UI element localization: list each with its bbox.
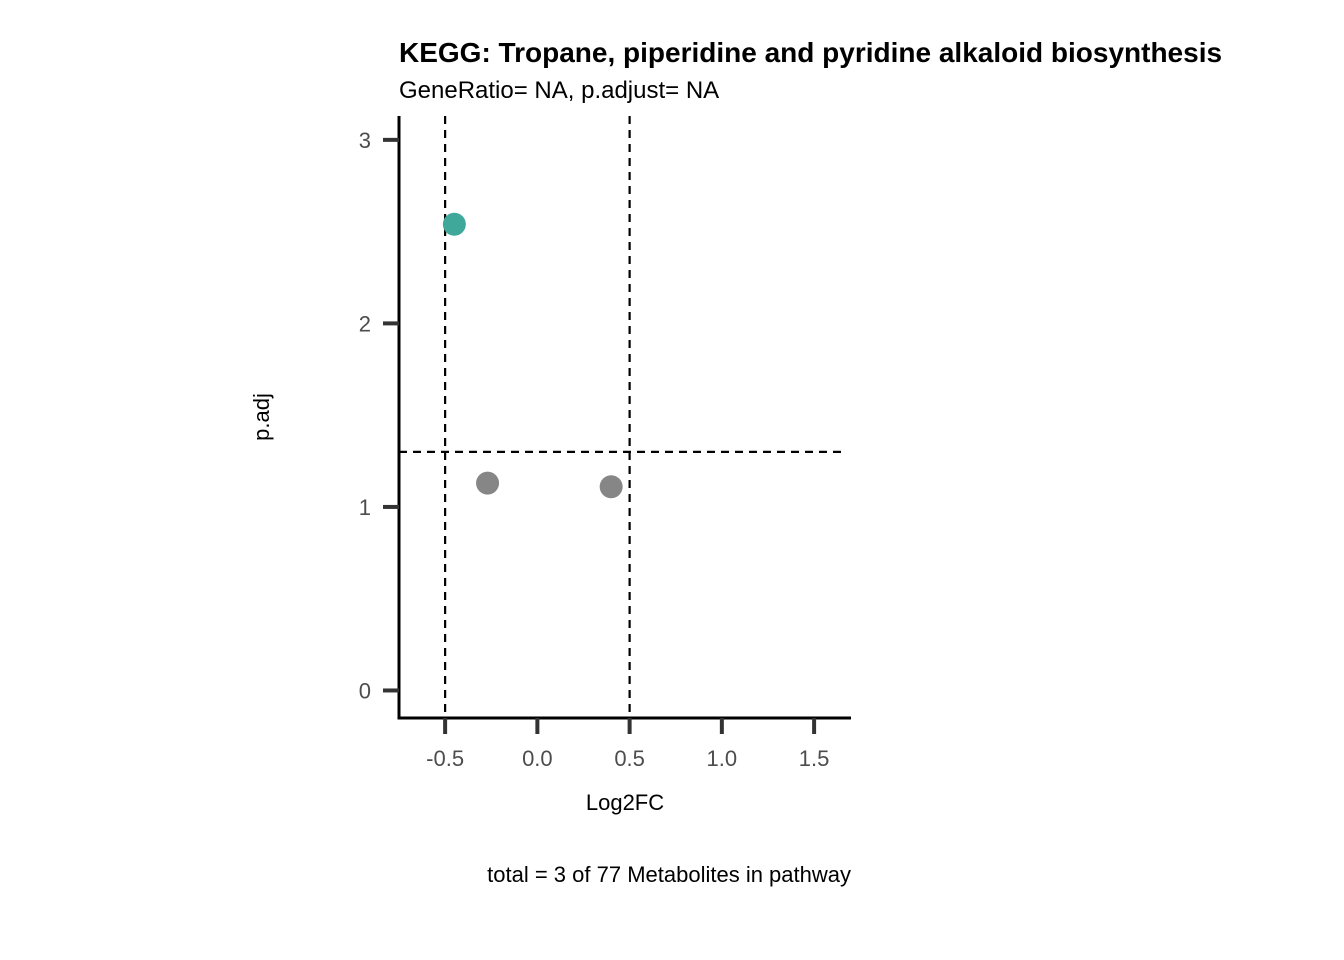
chart-caption: total = 3 of 77 Metabolites in pathway [487, 862, 851, 887]
y-tick-label: 0 [359, 678, 371, 703]
axes [397, 116, 851, 720]
y-tick-label: 2 [359, 311, 371, 336]
y-axis-title: p.adj [249, 393, 274, 441]
data-point [599, 475, 623, 499]
x-tick-label: 0.0 [522, 746, 553, 771]
x-axis-ticks: -0.5 0.0 0.5 1.0 1.5 [426, 718, 829, 771]
chart-title: KEGG: Tropane, piperidine and pyridine a… [399, 37, 1222, 68]
y-tick-label: 1 [359, 495, 371, 520]
x-tick-label: 0.5 [614, 746, 645, 771]
x-tick-label: -0.5 [426, 746, 464, 771]
data-point [476, 471, 500, 495]
data-points [442, 212, 623, 499]
data-point [442, 212, 466, 236]
x-tick-label: 1.0 [707, 746, 738, 771]
chart-subtitle: GeneRatio= NA, p.adjust= NA [399, 77, 719, 104]
x-tick-label: 1.5 [799, 746, 830, 771]
y-axis-ticks: 0 1 2 3 [359, 128, 399, 703]
x-axis-title: Log2FC [586, 790, 664, 815]
reference-lines [399, 116, 843, 718]
y-tick-label: 3 [359, 128, 371, 153]
